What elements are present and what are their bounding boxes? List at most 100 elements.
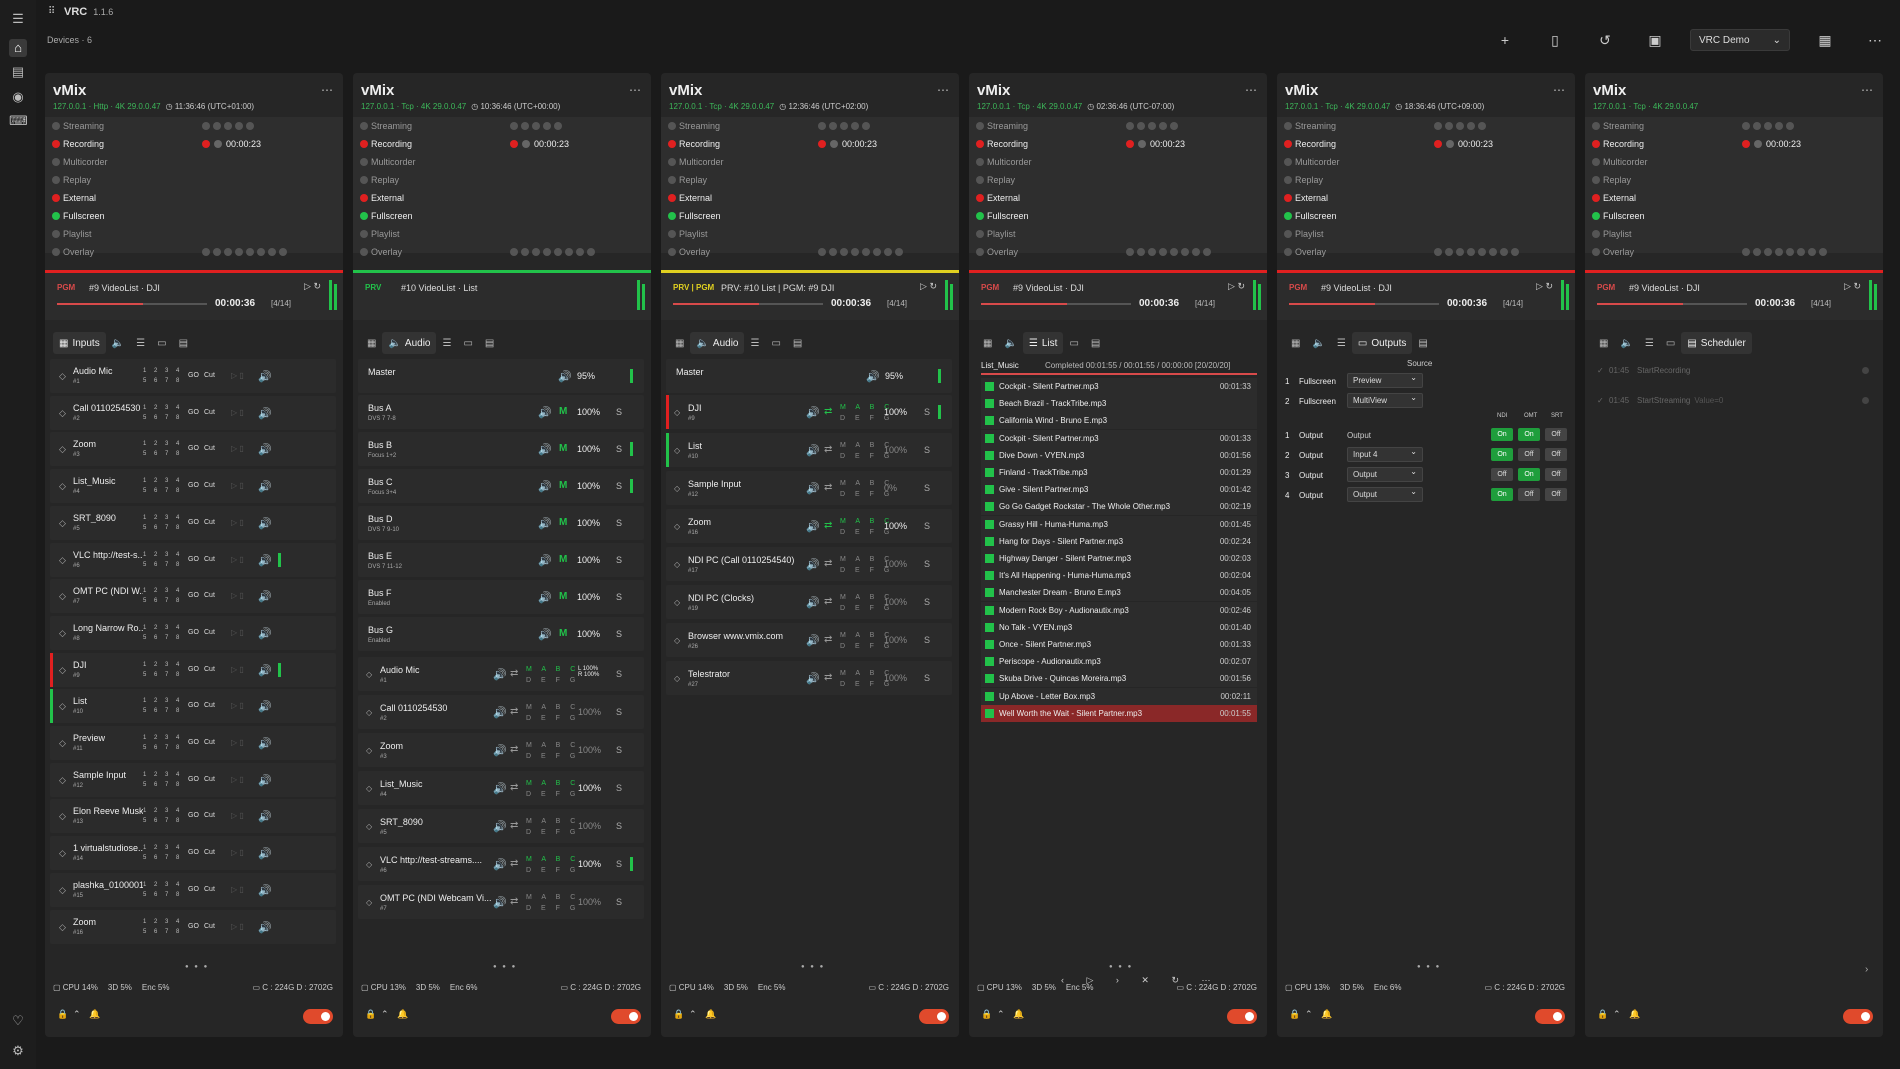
mute-button[interactable]: M: [559, 554, 568, 565]
input-row[interactable]: ◇ Audio Mic #1 1 2 3 4 5 6 7 8 GO Cut ▷ ▯ 🔊: [50, 359, 336, 393]
input-row[interactable]: ◇ List_Music #4 1 2 3 4 5 6 7 8 GO Cut ▷ ▯ 🔊: [50, 469, 336, 504]
playlist-item[interactable]: Skuba Drive - Quincas Moreira.mp3 00:01:5…: [981, 670, 1257, 688]
go-button[interactable]: GO: [188, 665, 199, 673]
audio-input-row[interactable]: ◇ NDI PC (Clocks) #19 🔊 ⇄ M A B C D E F G 100% S: [666, 585, 952, 619]
play-icon[interactable]: ▷ ▯: [231, 701, 244, 711]
audio-input-row[interactable]: ◇ List #10 🔊 ⇄ M A B C D E F G 100% S: [666, 433, 952, 467]
input-row[interactable]: ◇ Long Narrow Ro... #8 1 2 3 4 5 6 7 8 GO Cut…: [50, 615, 336, 650]
device-enabled-toggle[interactable]: [1535, 1009, 1565, 1024]
audio-input-row[interactable]: ◇ Call 0110254530 #2 🔊 ⇄ M A B C D E F G 100% S: [358, 695, 644, 729]
output-toggle[interactable]: Off: [1518, 448, 1540, 461]
status-row[interactable]: Streaming: [1277, 117, 1575, 135]
solo-button[interactable]: S: [616, 897, 623, 907]
overlay-buttons[interactable]: 1 2 3 4 5 6 7 8: [143, 698, 183, 715]
bell-icon[interactable]: 🔔: [705, 1009, 717, 1019]
play-icon[interactable]: ▷ ▯: [231, 738, 244, 747]
status-row[interactable]: Recording 00:00:23: [661, 135, 959, 153]
tab-grid[interactable]: ▦: [361, 332, 382, 354]
output-toggle[interactable]: Off: [1545, 488, 1567, 501]
grid-view-icon[interactable]: ▦: [1818, 32, 1832, 48]
route-icon[interactable]: ⇄: [510, 744, 519, 755]
tab-list[interactable]: ☰: [436, 332, 457, 354]
menu-icon[interactable]: ☰: [12, 11, 24, 26]
speaker-icon[interactable]: 🔊: [806, 407, 820, 419]
solo-button[interactable]: S: [616, 669, 623, 679]
status-row[interactable]: Replay: [45, 171, 343, 189]
cut-button[interactable]: Cut: [204, 518, 215, 526]
overlay-buttons[interactable]: 1 2 3 4 5 6 7 8: [143, 881, 183, 898]
checkbox-icon[interactable]: [985, 485, 994, 495]
pager-dots[interactable]: ● ● ●: [185, 964, 210, 970]
bus-assign[interactable]: M A B C D E F G: [840, 516, 893, 538]
status-row[interactable]: Multicorder: [353, 153, 651, 171]
tab-grid[interactable]: ▦: [977, 332, 998, 354]
lock-icon[interactable]: 🔒: [57, 1009, 69, 1019]
chevron-up-icon[interactable]: ⌃: [73, 1009, 81, 1019]
speaker-icon[interactable]: 🔊: [493, 859, 507, 871]
master-row[interactable]: Master 🔊 95%: [666, 359, 952, 393]
play-loop-icon[interactable]: ▷ ↻: [920, 281, 937, 291]
tab-list[interactable]: ☰ List: [1022, 332, 1064, 354]
speaker-icon[interactable]: 🔊: [258, 481, 272, 494]
bus-row[interactable]: Bus A DVS 7 7-8 🔊 M 100% S: [358, 395, 644, 429]
route-icon[interactable]: ⇄: [510, 782, 519, 793]
bus-row[interactable]: Bus E DVS 7 11-12 🔊 M 100% S: [358, 543, 644, 577]
pager-dots[interactable]: ● ● ●: [1417, 964, 1442, 970]
fullscreen-source-select[interactable]: Preview: [1347, 373, 1423, 388]
output-toggle[interactable]: On: [1491, 488, 1513, 501]
tab-calendar[interactable]: ▤: [787, 332, 808, 354]
checkbox-icon[interactable]: [985, 674, 994, 684]
bus-assign[interactable]: M A B C D E F G: [840, 668, 893, 690]
input-row[interactable]: ◇ OMT PC (NDI W... #7 1 2 3 4 5 6 7 8 GO Cut ▷…: [50, 579, 336, 614]
checkbox-icon[interactable]: [985, 571, 994, 581]
speaker-icon[interactable]: 🔊: [258, 627, 272, 640]
route-icon[interactable]: ⇄: [510, 858, 519, 869]
speaker-icon[interactable]: 🔊: [258, 407, 272, 420]
output-source-select[interactable]: Input 4: [1347, 447, 1423, 462]
cut-button[interactable]: Cut: [204, 592, 215, 600]
output-source-select[interactable]: Output: [1347, 431, 1372, 440]
status-row[interactable]: Recording 00:00:23: [45, 135, 343, 153]
bell-icon[interactable]: 🔔: [1321, 1009, 1333, 1019]
overlay-buttons[interactable]: 1 2 3 4 5 6 7 8: [143, 441, 183, 458]
more-icon[interactable]: ⋯: [321, 83, 333, 97]
play-icon[interactable]: ▷ ▯: [231, 591, 244, 601]
speaker-icon[interactable]: 🔊: [258, 811, 272, 824]
overlay-buttons[interactable]: 1 2 3 4 5 6 7 8: [143, 771, 183, 788]
speaker-icon[interactable]: 🔊: [258, 701, 272, 714]
pager-dots[interactable]: ● ● ●: [493, 964, 518, 970]
heart-icon[interactable]: ♡: [12, 1013, 24, 1028]
solo-button[interactable]: S: [616, 444, 623, 454]
playlist-item[interactable]: Finland - TrackTribe.mp3 00:01:29: [981, 464, 1257, 481]
go-button[interactable]: GO: [188, 812, 199, 820]
status-row[interactable]: Recording 00:00:23: [1277, 135, 1575, 153]
save-icon[interactable]: ▣: [1648, 32, 1662, 48]
lock-icon[interactable]: 🔒: [365, 1009, 377, 1019]
playlist-item[interactable]: Cockpit - Silent Partner.mp3 00:01:33: [981, 378, 1257, 395]
speaker-icon[interactable]: 🔊: [538, 407, 552, 419]
route-icon[interactable]: ⇄: [510, 706, 519, 717]
pager-dots[interactable]: ● ● ●: [1109, 964, 1134, 970]
go-button[interactable]: GO: [188, 482, 199, 490]
tab-calendar[interactable]: ▤: [1412, 332, 1433, 354]
playlist-item[interactable]: Up Above - Letter Box.mp3 00:02:11: [981, 687, 1257, 705]
cut-button[interactable]: Cut: [204, 665, 215, 673]
history-icon[interactable]: ↺: [1599, 32, 1611, 48]
device-enabled-toggle[interactable]: [1227, 1009, 1257, 1024]
bus-assign[interactable]: M A B C D E F G: [840, 554, 893, 576]
bus-row[interactable]: Bus C Focus 3+4 🔊 M 100% S: [358, 469, 644, 503]
cut-button[interactable]: Cut: [204, 702, 215, 710]
checkbox-icon[interactable]: [985, 433, 994, 443]
overlay-buttons[interactable]: 1 2 3 4 5 6 7 8: [143, 404, 183, 421]
status-row[interactable]: Playlist: [969, 225, 1267, 243]
audio-input-row[interactable]: ◇ NDI PC (Call 0110254540) #17 🔊 ⇄ M A B C D E…: [666, 547, 952, 581]
profile-select[interactable]: VRC Demo ⌄: [1690, 29, 1790, 51]
bus-assign[interactable]: M A B C D E F G: [840, 630, 893, 652]
output-toggle[interactable]: On: [1518, 468, 1540, 481]
chevron-up-icon[interactable]: ⌃: [997, 1009, 1005, 1019]
scheduler-item[interactable]: ✓ 01:45 StartStreaming Value=0: [1597, 389, 1873, 413]
play-loop-icon[interactable]: ▷ ↻: [1536, 281, 1553, 291]
status-row[interactable]: Playlist: [1585, 225, 1883, 243]
checkbox-icon[interactable]: [985, 502, 994, 512]
overlay-buttons[interactable]: 1 2 3 4 5 6 7 8: [143, 918, 183, 935]
